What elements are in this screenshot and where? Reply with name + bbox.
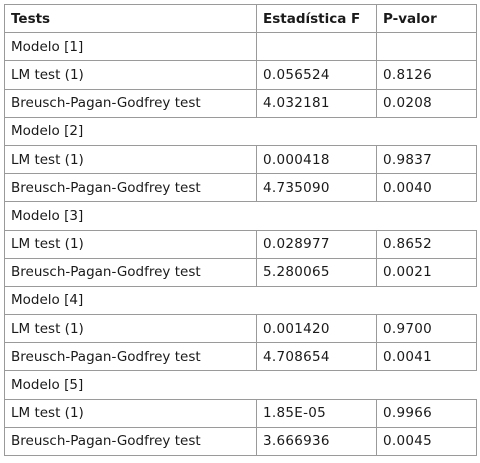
table-row: LM test (1) 0.028977 0.8652 [4, 229, 477, 259]
test-name-cell: LM test (1) [4, 144, 257, 175]
header-tests: Tests [4, 3, 257, 34]
header-row: Tests Estadística F P-valor [4, 3, 477, 34]
test-name-cell: LM test (1) [4, 60, 257, 90]
f-statistic-cell: 5.280065 [256, 257, 377, 287]
test-name-cell: Breusch-Pagan-Godfrey test [4, 342, 257, 372]
model-label: Modelo [3] [4, 201, 477, 231]
model-label: Modelo [5] [4, 370, 477, 400]
results-table: Tests Estadística F P-valor Modelo [1] LM… [4, 3, 477, 457]
empty-cell [256, 32, 377, 62]
p-value-cell: 0.9700 [376, 314, 477, 344]
header-f-statistic: Estadística F [256, 3, 377, 34]
p-value-cell: 0.0040 [376, 173, 477, 203]
test-name-cell: LM test (1) [4, 398, 257, 428]
p-value-cell: 0.9837 [376, 144, 477, 175]
f-statistic-cell: 0.028977 [256, 229, 377, 259]
model-row: Modelo [5] [4, 370, 477, 400]
model-row: Modelo [4] [4, 285, 477, 316]
model-label: Modelo [1] [4, 32, 257, 62]
f-statistic-cell: 0.001420 [256, 314, 377, 344]
test-name-cell: Breusch-Pagan-Godfrey test [4, 173, 257, 203]
p-value-cell: 0.0208 [376, 88, 477, 118]
empty-cell [376, 32, 477, 62]
f-statistic-cell: 4.032181 [256, 88, 377, 118]
model-row: Modelo [3] [4, 201, 477, 231]
test-name-cell: Breusch-Pagan-Godfrey test [4, 257, 257, 287]
f-statistic-cell: 4.708654 [256, 342, 377, 372]
test-name-cell: Breusch-Pagan-Godfrey test [4, 88, 257, 118]
p-value-cell: 0.0041 [376, 342, 477, 372]
f-statistic-cell: 4.735090 [256, 173, 377, 203]
table-row: Breusch-Pagan-Godfrey test 4.735090 0.0040 [4, 173, 477, 203]
f-statistic-cell: 1.85E-05 [256, 398, 377, 428]
table-row: LM test (1) 1.85E-05 0.9966 [4, 398, 477, 428]
test-name-cell: LM test (1) [4, 314, 257, 344]
f-statistic-cell: 0.056524 [256, 60, 377, 90]
model-label: Modelo [4] [4, 285, 477, 316]
test-name-cell: Breusch-Pagan-Godfrey test [4, 426, 257, 457]
header-p-value: P-valor [376, 3, 477, 34]
f-statistic-cell: 3.666936 [256, 426, 377, 457]
table-row: LM test (1) 0.056524 0.8126 [4, 60, 477, 90]
p-value-cell: 0.8652 [376, 229, 477, 259]
table-row: LM test (1) 0.000418 0.9837 [4, 144, 477, 175]
table-row: Breusch-Pagan-Godfrey test 3.666936 0.0045 [4, 426, 477, 457]
table-row: Breusch-Pagan-Godfrey test 4.708654 0.0041 [4, 342, 477, 372]
p-value-cell: 0.9966 [376, 398, 477, 428]
table-row: Breusch-Pagan-Godfrey test 5.280065 0.0021 [4, 257, 477, 287]
table-body: Modelo [1] LM test (1) 0.056524 0.8126 Breus… [4, 32, 477, 457]
model-row: Modelo [2] [4, 116, 477, 146]
test-name-cell: LM test (1) [4, 229, 257, 259]
p-value-cell: 0.8126 [376, 60, 477, 90]
table-row: LM test (1) 0.001420 0.9700 [4, 314, 477, 344]
p-value-cell: 0.0021 [376, 257, 477, 287]
table-row: Breusch-Pagan-Godfrey test 4.032181 0.0208 [4, 88, 477, 118]
model-row: Modelo [1] [4, 32, 477, 62]
f-statistic-cell: 0.000418 [256, 144, 377, 175]
model-label: Modelo [2] [4, 116, 477, 146]
p-value-cell: 0.0045 [376, 426, 477, 457]
